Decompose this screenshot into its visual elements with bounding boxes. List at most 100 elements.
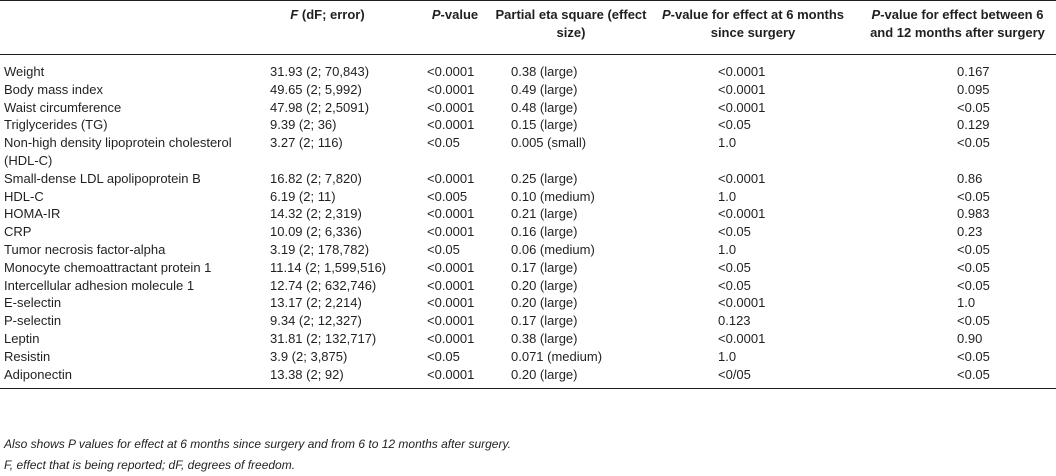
column-header-1: F (dF; error) [240, 1, 415, 55]
table-cell: <0.05 [718, 117, 751, 133]
table-cell: <0.0001 [427, 81, 475, 97]
row-label: E-selectin [4, 295, 62, 311]
table-row: CRP 10.09 (2; 6,336) <0.0001 0.16 (large) <0… [0, 223, 1056, 241]
column-header-symbol: F [290, 7, 299, 22]
table-cell: <0.0001 [427, 117, 475, 133]
table-cell: 0.17 (large) [511, 259, 578, 275]
table-cell: <0.05 [718, 277, 751, 293]
table-cell: 0.983 [957, 206, 990, 222]
table-row: Weight 31.93 (2; 70,843) <0.0001 0.38 (larg… [0, 55, 1056, 81]
table-row: Resistin 3.9 (2; 3,875) <0.05 0.071 (medium… [0, 348, 1056, 366]
row-label: CRP [4, 224, 32, 240]
row-label: P-selectin [4, 313, 62, 329]
table-cell: 9.34 (2; 12,327) [270, 313, 362, 329]
table-cell: 16.82 (2; 7,820) [270, 170, 362, 186]
row-label: HDL-C [4, 188, 44, 204]
table-cell: <0.05 [718, 259, 751, 275]
table-cell: 1.0 [957, 295, 976, 311]
table-cell: 0.06 (medium) [511, 241, 595, 257]
table-cell: 6.19 (2; 11) [270, 188, 336, 204]
table-cell: 1.0 [718, 348, 737, 364]
row-label: Intercellular adhesion molecule 1 [4, 277, 195, 293]
footnotes: Also shows P values for effect at 6 mont… [4, 434, 511, 476]
table-cell: <0.0001 [427, 99, 475, 115]
table-cell: <0.0001 [718, 206, 766, 222]
table-cell: <0.05 [957, 188, 990, 204]
table-cell: 12.74 (2; 632,746) [270, 277, 377, 293]
table-cell: 0.17 (large) [511, 313, 578, 329]
table-cell: 0.20 (large) [511, 295, 578, 311]
table-cell: 0.21 (large) [511, 206, 578, 222]
table-cell: <0.0001 [427, 224, 475, 240]
row-label: Small-dense LDL apolipoprotein B [4, 170, 201, 186]
table-cell: <0.05 [957, 135, 990, 151]
table-cell: <0.0001 [718, 295, 766, 311]
table-row: Body mass index 49.65 (2; 5,992) <0.0001 0.… [0, 81, 1056, 99]
table-cell: 1.0 [718, 135, 737, 151]
table-body: Weight 31.93 (2; 70,843) <0.0001 0.38 (larg… [0, 55, 1056, 389]
column-header-symbol: P [431, 7, 441, 22]
table-cell: 0.005 (small) [511, 135, 587, 151]
table-cell: 0.16 (large) [511, 224, 578, 240]
table-row: E-selectin 13.17 (2; 2,214) <0.0001 0.20 (l… [0, 294, 1056, 312]
row-label: Non-high density lipoprotein cholesterol… [4, 135, 232, 168]
table-cell: <0.0001 [718, 330, 766, 346]
table-cell: 49.65 (2; 5,992) [270, 81, 362, 97]
column-header-text: (dF; error) [298, 7, 365, 22]
table-cell: 0.48 (large) [511, 99, 578, 115]
table-cell: 13.17 (2; 2,214) [270, 295, 362, 311]
table-row: Monocyte chemoattractant protein 1 11.14 … [0, 259, 1056, 277]
table-cell: 0.10 (medium) [511, 188, 595, 204]
table-cell: 10.09 (2; 6,336) [270, 224, 362, 240]
table-cell: 31.81 (2; 132,717) [270, 330, 377, 346]
table-cell: 14.32 (2; 2,319) [270, 206, 362, 222]
column-header-symbol: P [661, 7, 671, 22]
table-cell: <0.0001 [427, 366, 475, 382]
top-rule [0, 0, 1056, 1]
table-cell: <0.0001 [427, 170, 475, 186]
table-cell: 0.90 [957, 330, 983, 346]
row-label: Tumor necrosis factor-alpha [4, 241, 166, 257]
table-header: F (dF; error) P-value Partial eta square (… [0, 1, 1056, 55]
table-cell: <0.0001 [427, 259, 475, 275]
table-cell: 3.9 (2; 3,875) [270, 348, 348, 364]
row-label: Adiponectin [4, 366, 72, 382]
table-row: Non-high density lipoprotein cholesterol… [0, 134, 1056, 170]
table-cell: 3.27 (2; 116) [270, 135, 343, 151]
header-row: F (dF; error) P-value Partial eta square (… [0, 1, 1056, 55]
column-header-0 [0, 1, 240, 55]
table-cell: 9.39 (2; 36) [270, 117, 337, 133]
table-cell: 0.123 [718, 313, 751, 329]
table-cell: <0.0001 [718, 170, 766, 186]
table-cell: <0.0001 [718, 81, 766, 97]
table-cell: 0.23 [957, 224, 983, 240]
column-header-text: Partial eta square (effect size) [495, 7, 647, 40]
row-label: Triglycerides (TG) [4, 117, 108, 133]
table-cell: <0.0001 [718, 99, 766, 115]
row-label: Resistin [4, 348, 51, 364]
table-cell: 11.14 (2; 1,599,516) [270, 259, 387, 275]
table-cell: <0.0001 [718, 64, 766, 79]
footnote-2: F, effect that is being reported; dF, de… [4, 458, 296, 472]
table-cell: 13.38 (2; 92) [270, 366, 344, 382]
column-header-3: Partial eta square (effect size) [495, 1, 647, 55]
table-cell: 0.38 (large) [511, 64, 578, 79]
table-cell: <0.0001 [427, 206, 475, 222]
table-row: Tumor necrosis factor-alpha 3.19 (2; 178,… [0, 241, 1056, 259]
table-cell: 0.071 (medium) [511, 348, 603, 364]
table-cell: <0/05 [718, 366, 751, 382]
column-header-text: -value for effect at 6 months since surg… [670, 7, 845, 40]
row-label: Leptin [4, 330, 40, 346]
column-header-symbol: P [871, 7, 881, 22]
table-cell: 47.98 (2; 2,5091) [270, 99, 370, 115]
table-cell: <0.05 [718, 224, 751, 240]
table-row: HOMA-IR 14.32 (2; 2,319) <0.0001 0.21 (larg… [0, 205, 1056, 223]
column-header-2: P-value [415, 1, 495, 55]
table-cell: 0.167 [957, 64, 990, 79]
table-cell: <0.05 [957, 259, 990, 275]
table-cell: <0.05 [957, 277, 990, 293]
row-label: HOMA-IR [4, 206, 61, 222]
row-label: Waist circumference [4, 99, 122, 115]
row-label: Monocyte chemoattractant protein 1 [4, 259, 212, 275]
table-cell: <0.05 [957, 313, 990, 329]
